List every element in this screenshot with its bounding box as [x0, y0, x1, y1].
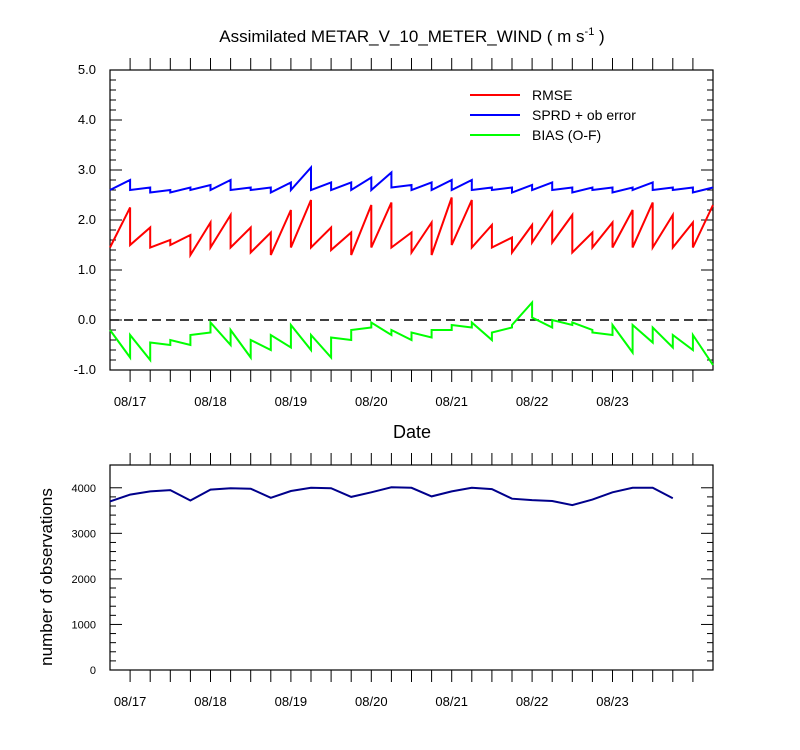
x-tick-label: 08/21 [435, 694, 468, 709]
series-line-bias-o-f [109, 299, 714, 366]
series-line-number-of-observations [109, 486, 674, 507]
y-tick-label: 1000 [72, 619, 96, 631]
series-line-sprd-ob-error [109, 164, 714, 195]
y-tick-label: 3000 [72, 528, 96, 540]
title-main: Assimilated METAR_V_10_METER_WIND ( m s [219, 27, 584, 46]
x-tick-label: 08/18 [194, 694, 227, 709]
y-tick-label: -1.0 [74, 362, 96, 377]
y-tick-label: 5.0 [78, 62, 96, 77]
x-tick-label: 08/19 [275, 394, 308, 409]
x-tick-label: 08/20 [355, 394, 388, 409]
y-tick-label: 0.0 [78, 312, 96, 327]
x-tick-label: 08/18 [194, 394, 227, 409]
legend-label: BIAS (O-F) [532, 127, 601, 143]
chart-title: Assimilated METAR_V_10_METER_WIND ( m s-… [219, 26, 604, 46]
x-tick-label: 08/17 [114, 694, 147, 709]
legend-label: RMSE [532, 87, 572, 103]
x-axis-label: Date [393, 422, 431, 442]
title-end: ) [594, 27, 604, 46]
y-tick-label: 2000 [72, 574, 96, 586]
series-line-rmse [109, 197, 714, 259]
wind-stats-panel: -1.0 0.0 1.0 2.0 3.0 4.0 5.0 08/17 08/18 08/19 08/… [74, 58, 714, 409]
y-tick-label: 3.0 [78, 162, 96, 177]
x-tick-label: 08/22 [516, 694, 549, 709]
x-tick-label: 08/17 [114, 394, 147, 409]
x-tick-label: 08/21 [435, 394, 468, 409]
y-tick-label: 2.0 [78, 212, 96, 227]
y-axis-label-observations: number of observations [37, 488, 56, 666]
x-tick-label: 08/23 [596, 394, 629, 409]
x-tick-label: 08/22 [516, 394, 549, 409]
y-tick-label: 0 [90, 665, 96, 677]
y-tick-label: 4.0 [78, 112, 96, 127]
title-superscript: -1 [585, 26, 595, 38]
x-tick-label: 08/20 [355, 694, 388, 709]
legend-label: SPRD + ob error [532, 107, 636, 123]
x-tick-label: 08/23 [596, 694, 629, 709]
observations-panel: 0 1000 2000 3000 4000 08/17 08/18 08/19 08/20 08/… [72, 453, 714, 709]
x-tick-label: 08/19 [275, 694, 308, 709]
y-tick-label: 4000 [72, 483, 96, 495]
y-tick-label: 1.0 [78, 262, 96, 277]
